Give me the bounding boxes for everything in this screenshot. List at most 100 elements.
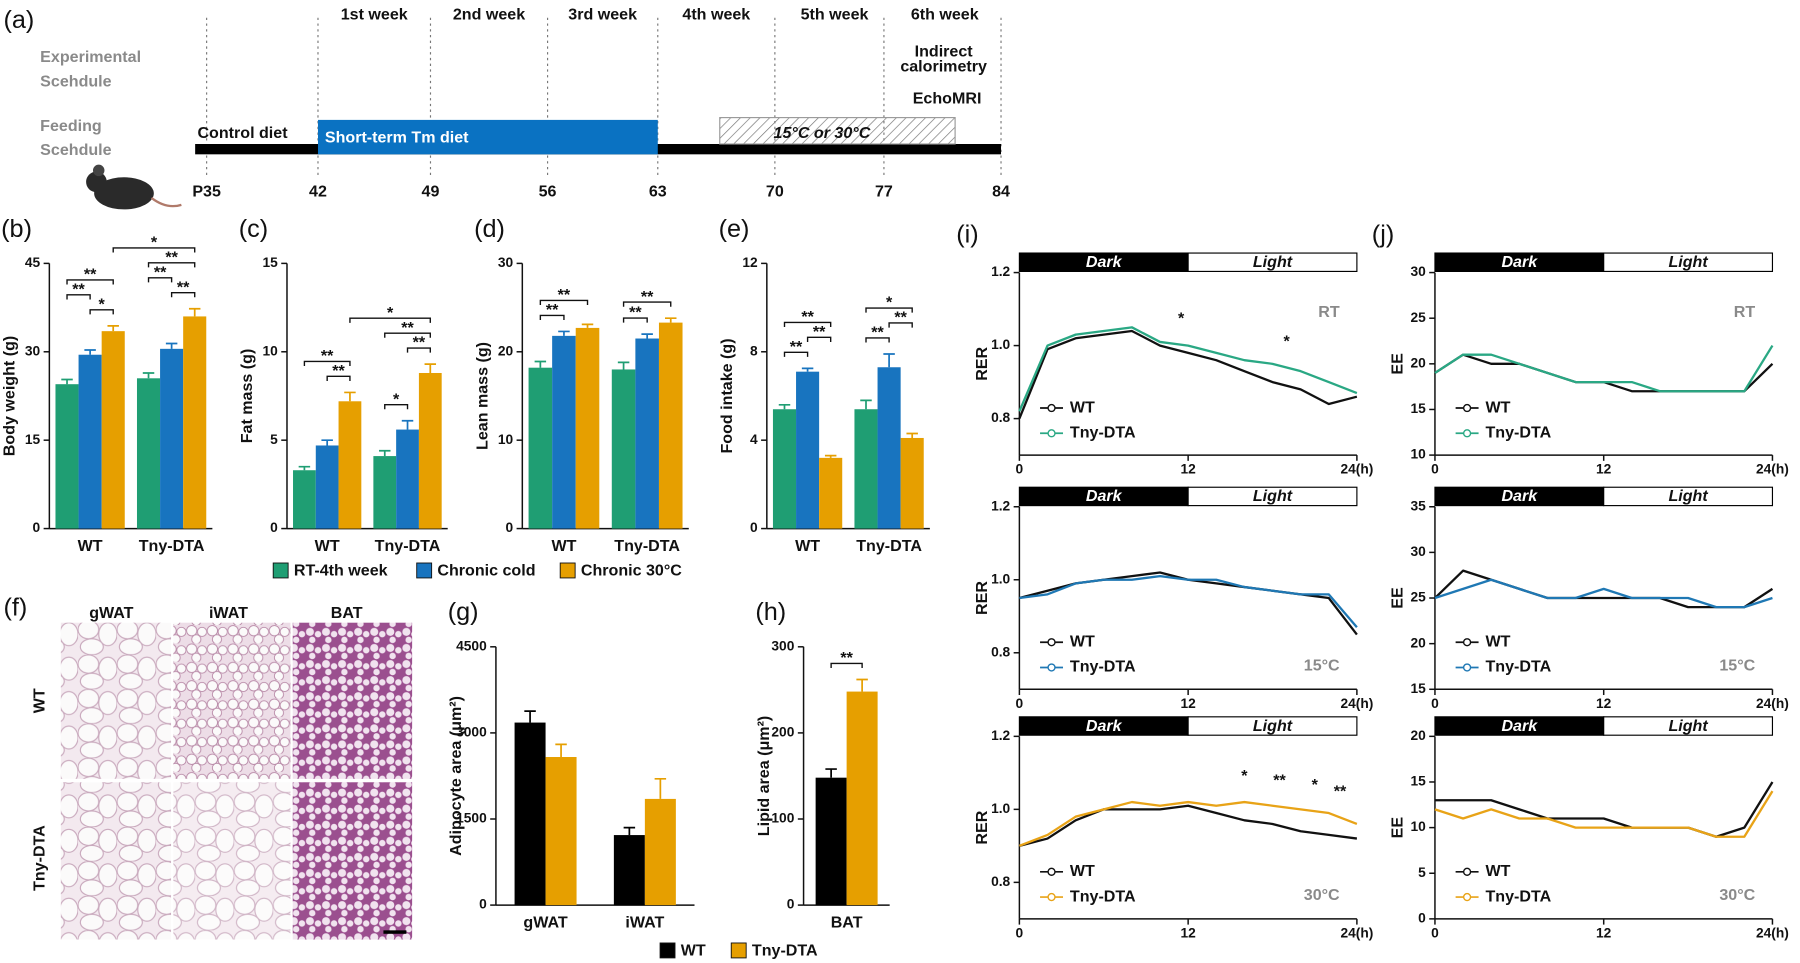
x-tick-label: WT — [795, 537, 820, 555]
legend-label: Tny-DTA — [1485, 887, 1551, 905]
y-tick-label: 300 — [771, 638, 794, 653]
legend-label: Tny-DTA — [1485, 424, 1551, 442]
error-bar — [524, 710, 536, 723]
bar — [136, 378, 161, 529]
column-label: iWAT — [209, 604, 248, 622]
bar — [575, 327, 600, 529]
y-tick-label: 0 — [270, 520, 278, 535]
y-tick-label: 25 — [1410, 310, 1426, 325]
bar — [900, 437, 924, 529]
error-bar — [84, 349, 96, 355]
y-tick-label: 1.2 — [991, 728, 1010, 743]
error-bar — [581, 323, 594, 328]
y-tick-label: 10 — [498, 432, 514, 447]
legend-label: WT — [1485, 632, 1510, 650]
condition-label: RT — [1734, 303, 1756, 321]
day-label: 42 — [309, 182, 327, 200]
light-phase — [1603, 716, 1774, 736]
panel-letter: (f) — [3, 594, 27, 622]
error-bar — [344, 391, 356, 402]
x-tick-label: Tny-DTA — [139, 537, 205, 555]
significance-bracket — [406, 347, 431, 353]
error-bar — [555, 743, 567, 758]
significance-bracket — [326, 375, 351, 381]
significance-bracket — [806, 336, 832, 342]
temperature-box — [719, 117, 956, 145]
y-axis-label: RER — [973, 346, 991, 380]
significance-label: ** — [72, 281, 85, 299]
bar — [338, 401, 362, 529]
legend-label: Chronic 30°C — [581, 561, 682, 579]
y-tick-label: 20 — [1410, 355, 1426, 370]
y-tick-label: 1.2 — [991, 264, 1010, 279]
measurement: EchoMRI — [913, 89, 982, 107]
series-line — [1434, 790, 1774, 838]
significance-label: ** — [413, 334, 426, 352]
significance-label: ** — [401, 319, 414, 337]
bar — [552, 335, 576, 529]
phase-label: Light — [1668, 717, 1708, 735]
day-label: 77 — [875, 182, 893, 200]
y-axis-label: Lean mass (g) — [474, 342, 492, 450]
significance-label: ** — [1334, 782, 1347, 800]
bar — [396, 429, 419, 529]
y-tick-label: 4500 — [456, 638, 487, 653]
y-tick-label: 12 — [742, 255, 758, 270]
bar — [545, 757, 577, 906]
legend-label: WT — [1070, 398, 1095, 416]
significance-label: ** — [1273, 772, 1286, 790]
bar — [819, 457, 843, 529]
legend-marker — [1462, 663, 1472, 672]
bar — [644, 798, 676, 906]
phase-label: Light — [1253, 717, 1293, 735]
y-tick-label: 0 — [787, 897, 795, 912]
significance-label: ** — [871, 324, 884, 342]
bar — [101, 331, 125, 529]
light-phase — [1187, 716, 1358, 736]
significance-bracket — [865, 337, 890, 343]
x-tick-label: WT — [315, 537, 340, 555]
day-label: 70 — [766, 182, 784, 200]
y-tick-label: 30 — [1410, 544, 1426, 559]
y-axis-label: Lipid area (μm²) — [755, 716, 773, 837]
bar — [815, 777, 847, 906]
legend-label: Tny-DTA — [752, 941, 818, 959]
bar — [611, 369, 636, 529]
y-tick-label: 1.0 — [991, 801, 1010, 816]
y-tick-label: 35 — [1410, 498, 1426, 513]
legend-label: WT — [1485, 398, 1510, 416]
significance-label: ** — [813, 323, 826, 341]
significance-label: * — [886, 294, 893, 312]
significance-bracket — [384, 332, 431, 338]
x-tick-label: 12 — [1180, 462, 1196, 477]
phase-label: Dark — [1501, 487, 1538, 505]
bar — [55, 384, 79, 529]
condition-label: 15°C — [1719, 657, 1755, 675]
legend-marker — [1047, 638, 1056, 647]
legend-marker — [1462, 403, 1472, 413]
x-tick-label: iWAT — [625, 914, 664, 932]
day-label: 49 — [422, 182, 440, 200]
error-bar — [558, 330, 570, 336]
bar — [373, 456, 397, 529]
y-tick-label: 0 — [1418, 911, 1426, 926]
x-tick-label: 24(h) — [1340, 696, 1373, 711]
y-tick-label: 45 — [25, 255, 41, 270]
y-tick-label: 1.2 — [991, 498, 1010, 513]
series-line — [1019, 571, 1358, 636]
bar — [846, 691, 878, 906]
legend-marker — [1047, 867, 1056, 876]
bar — [514, 722, 546, 906]
y-tick-label: 1.0 — [991, 337, 1010, 352]
bar — [658, 322, 683, 529]
error-bar — [824, 454, 837, 458]
legend-label: WT — [1070, 862, 1095, 880]
phase-label: Dark — [1501, 717, 1538, 735]
error-bar — [665, 317, 677, 323]
x-tick-label: BAT — [831, 914, 863, 932]
condition-label: 15°C — [1304, 657, 1340, 675]
y-tick-label: 10 — [1410, 819, 1426, 834]
legend-swatch — [416, 562, 433, 579]
phase-label: Dark — [1086, 717, 1123, 735]
x-tick-label: gWAT — [523, 914, 567, 932]
